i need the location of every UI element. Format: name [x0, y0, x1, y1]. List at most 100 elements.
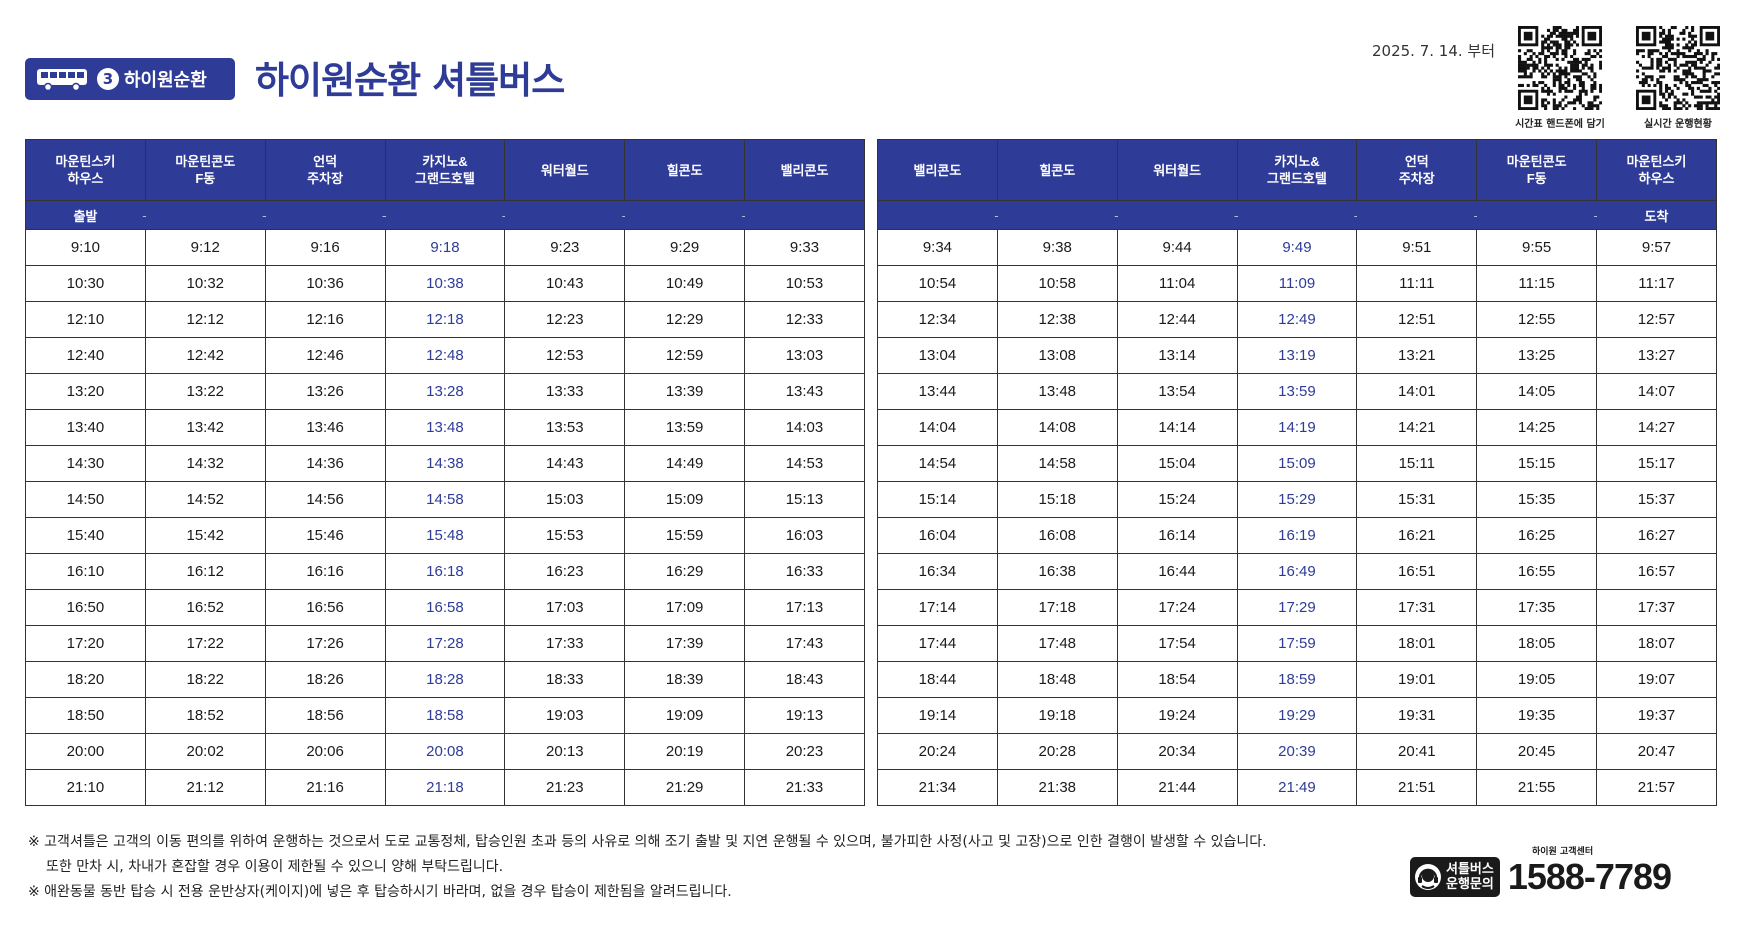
time-cell: 9:57 — [1596, 229, 1717, 266]
time-cell: 21:29 — [624, 769, 746, 806]
time-cell: 16:23 — [504, 553, 626, 590]
time-cell: 12:42 — [144, 337, 266, 374]
time-cell: 11:15 — [1476, 265, 1598, 302]
time-cell: 15:18 — [996, 481, 1118, 518]
time-cell: 13:08 — [996, 337, 1118, 374]
stop-header: 언덕 주차장 — [1356, 139, 1478, 201]
time-cell: 13:43 — [744, 373, 865, 410]
time-cell: 17:33 — [504, 625, 626, 662]
arrow-cell: → — [996, 200, 1126, 230]
time-cell: 13:04 — [877, 337, 998, 374]
time-cell: 15:59 — [624, 517, 746, 554]
qr-code-realtime[interactable] — [1636, 26, 1720, 110]
time-cell: 17:29 — [1236, 589, 1358, 626]
time-cell: 15:11 — [1356, 445, 1478, 482]
time-cell: 17:39 — [624, 625, 746, 662]
time-cell: 16:19 — [1236, 517, 1358, 554]
time-cell: 15:46 — [264, 517, 386, 554]
time-cell: 14:58 — [384, 481, 506, 518]
stop-header: 밸리콘도 — [744, 139, 865, 201]
route-badge-label: 하이원순환 — [124, 70, 207, 91]
time-cell: 13:28 — [384, 373, 506, 410]
table-row: 20:24 20:28 20:34 20:39 20:41 20:45 20:47 — [877, 733, 1717, 770]
time-cell: 9:18 — [384, 229, 506, 266]
time-cell: 13:22 — [144, 373, 266, 410]
time-cell: 16:52 — [144, 589, 266, 626]
table-row: 16:50 16:52 16:56 16:58 17:03 17:09 17:13 — [25, 589, 865, 626]
time-cell: 11:17 — [1596, 265, 1717, 302]
time-cell: 12:33 — [744, 301, 865, 338]
time-cell: 15:09 — [1236, 445, 1358, 482]
contact-block: 셔틀버스 운행문의 하이원 고객센터 1588-7789 — [1410, 847, 1672, 898]
time-cell: 10:32 — [144, 265, 266, 302]
table-row: 13:44 13:48 13:54 13:59 14:01 14:05 14:07 — [877, 373, 1717, 410]
timetable-return: 밸리콘도 힐콘도 워터월드 카지노& 그랜드호텔 언덕 주차장 마운틴콘도 F동 마운틴스키… — [877, 139, 1717, 806]
time-cell: 16:10 — [25, 553, 146, 590]
time-cell: 16:03 — [744, 517, 865, 554]
time-cell: 15:09 — [624, 481, 746, 518]
qr-icon — [1636, 26, 1720, 110]
time-cell: 9:16 — [264, 229, 386, 266]
time-cell: 12:18 — [384, 301, 506, 338]
time-cell: 17:18 — [996, 589, 1118, 626]
time-cell: 13:25 — [1476, 337, 1598, 374]
time-cell: 19:13 — [744, 697, 865, 734]
time-cell: 18:05 — [1476, 625, 1598, 662]
qr-label-realtime: 실시간 운행현황 — [1644, 119, 1712, 130]
time-cell: 13:53 — [504, 409, 626, 446]
table-row: 18:50 18:52 18:56 18:58 19:03 19:09 19:13 — [25, 697, 865, 734]
time-cell: 16:21 — [1356, 517, 1478, 554]
qr-icon — [1518, 26, 1602, 110]
table-row: 13:40 13:42 13:46 13:48 13:53 13:59 14:03 — [25, 409, 865, 446]
time-cell: 18:48 — [996, 661, 1118, 698]
time-cell: 17:48 — [996, 625, 1118, 662]
contact-center-label: 하이원 고객센터 — [1532, 847, 1594, 857]
time-cell: 20:06 — [264, 733, 386, 770]
time-cell: 9:10 — [25, 229, 146, 266]
time-cell: 21:12 — [144, 769, 266, 806]
table-row: 19:14 19:18 19:24 19:29 19:31 19:35 19:37 — [877, 697, 1717, 734]
time-cell: 17:24 — [1116, 589, 1238, 626]
table-row: 12:34 12:38 12:44 12:49 12:51 12:55 12:57 — [877, 301, 1717, 338]
time-cell: 20:47 — [1596, 733, 1717, 770]
time-cell: 12:16 — [264, 301, 386, 338]
time-cell: 18:52 — [144, 697, 266, 734]
time-cell: 14:14 — [1116, 409, 1238, 446]
time-cell: 12:55 — [1476, 301, 1598, 338]
time-cell: 14:36 — [264, 445, 386, 482]
time-cell: 9:38 — [996, 229, 1118, 266]
effective-date: 2025. 7. 14. 부터 — [1372, 42, 1496, 60]
time-cell: 20:00 — [25, 733, 146, 770]
time-cell: 18:07 — [1596, 625, 1717, 662]
time-cell: 15:37 — [1596, 481, 1717, 518]
time-cell: 18:58 — [384, 697, 506, 734]
stop-header: 마운틴콘도 F동 — [144, 139, 266, 201]
time-cell: 20:34 — [1116, 733, 1238, 770]
time-cell: 17:44 — [877, 625, 998, 662]
time-cell: 14:04 — [877, 409, 998, 446]
time-cell: 16:55 — [1476, 553, 1598, 590]
time-cell: 9:29 — [624, 229, 746, 266]
time-cell: 12:10 — [25, 301, 146, 338]
time-cell: 18:20 — [25, 661, 146, 698]
note-delay: ※ 고객셔틀은 고객의 이동 편의를 위하여 운행하는 것으로서 도로 교통정체… — [28, 834, 1267, 850]
time-cell: 14:01 — [1356, 373, 1478, 410]
qr-code-timetable[interactable] — [1518, 26, 1602, 110]
end-label: 도착 — [1596, 200, 1717, 230]
time-cell: 18:56 — [264, 697, 386, 734]
note-full-bus: 또한 만차 시, 차내가 혼잡할 경우 이용이 제한될 수 있으니 양해 부탁드… — [46, 859, 504, 875]
time-cell: 15:15 — [1476, 445, 1598, 482]
contact-phone[interactable]: 1588-7789 — [1507, 856, 1672, 897]
time-cell: 13:26 — [264, 373, 386, 410]
time-cell: 21:38 — [996, 769, 1118, 806]
time-cell: 9:55 — [1476, 229, 1598, 266]
time-cell: 14:05 — [1476, 373, 1598, 410]
time-cell: 18:39 — [624, 661, 746, 698]
table-row: 12:10 12:12 12:16 12:18 12:23 12:29 12:33 — [25, 301, 865, 338]
time-cell: 12:59 — [624, 337, 746, 374]
time-cell: 17:35 — [1476, 589, 1598, 626]
time-cell: 10:54 — [877, 265, 998, 302]
time-cell: 14:03 — [744, 409, 865, 446]
route-badge: 3 하이원순환 — [25, 58, 235, 100]
time-cell: 14:21 — [1356, 409, 1478, 446]
